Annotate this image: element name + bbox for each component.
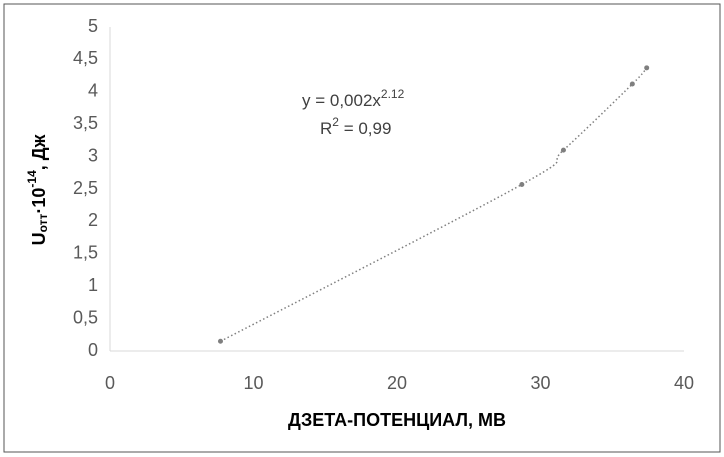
y-tick-label: 1	[88, 275, 98, 295]
y-title-mid: ·10	[29, 188, 49, 214]
data-point	[644, 65, 650, 71]
y-tick-label: 2	[88, 210, 98, 230]
x-tick-label: 30	[530, 373, 550, 393]
r-squared-text: R	[320, 119, 332, 138]
r-squared-sup: 2	[332, 115, 339, 129]
x-tick-label: 40	[674, 373, 694, 393]
data-point	[217, 338, 223, 344]
equation: y = 0,002x2.12	[302, 87, 405, 110]
equation-exponent: 2.12	[381, 87, 405, 101]
y-tick-label: 2,5	[73, 178, 98, 198]
y-axis-title: Uотт·10-14, Дж	[25, 134, 50, 245]
y-title-sub: отт	[36, 213, 50, 232]
trendline	[220, 67, 648, 342]
y-tick-label: 4	[88, 81, 98, 101]
y-tick-label: 0,5	[73, 307, 98, 327]
y-title-sup: -14	[25, 170, 39, 188]
data-point	[560, 147, 566, 153]
y-title-main: U	[29, 232, 49, 245]
data-point	[629, 81, 635, 87]
y-tick-label: 3,5	[73, 113, 98, 133]
x-axis-title: ДЗЕТА-ПОТЕНЦИАЛ, МВ	[288, 410, 506, 430]
y-tick-label: 1,5	[73, 243, 98, 263]
r-squared-rest: = 0,99	[339, 119, 391, 138]
y-tick-label: 3	[88, 145, 98, 165]
y-tick-label: 0	[88, 340, 98, 360]
data-point	[519, 181, 525, 187]
equation-text: y = 0,002x	[302, 91, 381, 110]
r-squared: R2 = 0,99	[320, 115, 391, 138]
y-tick-label: 4,5	[73, 48, 98, 68]
x-tick-label: 20	[387, 373, 407, 393]
y-title-end: , Дж	[29, 134, 49, 170]
y-tick-label: 5	[88, 16, 98, 36]
x-tick-label: 10	[243, 373, 263, 393]
chart-frame	[3, 3, 721, 453]
x-tick-label: 0	[105, 373, 115, 393]
